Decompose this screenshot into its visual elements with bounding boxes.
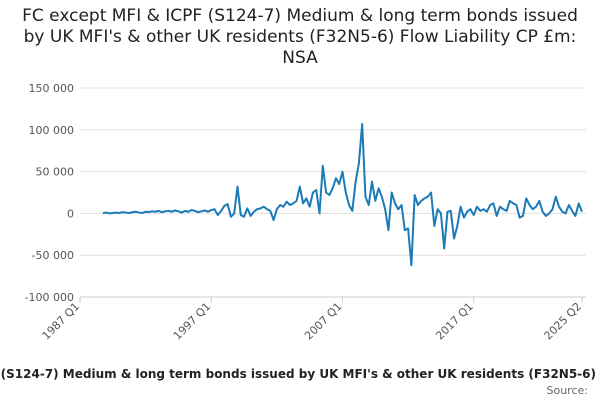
y-tick-label: 50 000: [36, 166, 75, 179]
data-line: [102, 122, 583, 267]
x-tick-label: 1987 Q1: [40, 300, 83, 343]
y-tick-label: 150 000: [29, 82, 75, 95]
x-tick-label: 2017 Q1: [433, 300, 476, 343]
x-axis-label: (S124-7) Medium & long term bonds issued…: [1, 367, 596, 381]
y-tick-label: -100 000: [25, 291, 74, 304]
x-tick-label: 1997 Q1: [171, 300, 214, 343]
source-label: Source:: [547, 384, 589, 397]
y-tick-label: -50 000: [32, 249, 74, 262]
y-tick-label: 100 000: [29, 124, 75, 137]
x-tick-label: 2025 Q2: [542, 300, 585, 343]
x-tick-label: 2007 Q1: [302, 300, 345, 343]
y-tick-label: 0: [67, 207, 74, 220]
chart-title: FC except MFI & ICPF (S124-7) Medium & l…: [22, 6, 578, 68]
